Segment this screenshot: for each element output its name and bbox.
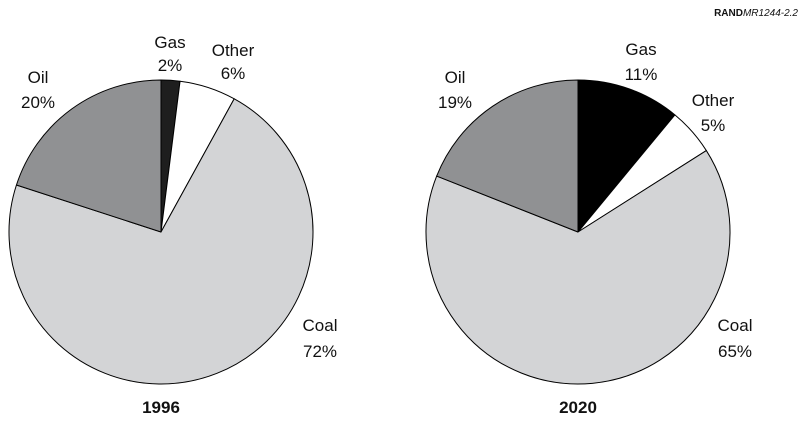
pie-chart-1996: Gas 2% Other 6% Coal 72% Oil 20% 1996 [8, 33, 338, 417]
figure-id-org: RAND [714, 8, 743, 19]
slice-label-oil: Oil [445, 68, 466, 87]
slice-value-coal: 65% [718, 342, 752, 361]
slice-label-coal: Coal [303, 316, 338, 335]
slice-oil [15, 79, 162, 233]
slice-label-coal: Coal [718, 316, 753, 335]
slice-value-oil: 19% [438, 93, 472, 112]
chart-title: 1996 [142, 398, 180, 417]
slice-label-other: Other [212, 41, 255, 60]
chart-title: 2020 [559, 398, 597, 417]
slice-label-gas: Gas [154, 33, 185, 52]
slice-gas [577, 79, 676, 233]
slice-value-other: 6% [221, 64, 246, 83]
slice-coal [425, 150, 731, 385]
figure-id-code: MR1244-2.2 [742, 8, 798, 19]
slice-value-oil: 20% [21, 93, 55, 112]
slice-oil [436, 79, 579, 233]
slice-label-gas: Gas [625, 40, 656, 59]
slice-coal [8, 98, 314, 385]
slice-value-other: 5% [701, 116, 726, 135]
slice-label-other: Other [692, 91, 735, 110]
figure-id: RANDMR1244-2.2 [714, 8, 798, 19]
slice-value-gas: 2% [158, 56, 183, 75]
slice-label-oil: Oil [28, 68, 49, 87]
slice-value-gas: 11% [625, 65, 658, 84]
pie-chart-2020: Gas 11% Other 5% Coal 65% Oil 19% 2020 [425, 40, 753, 417]
slice-value-coal: 72% [303, 342, 337, 361]
